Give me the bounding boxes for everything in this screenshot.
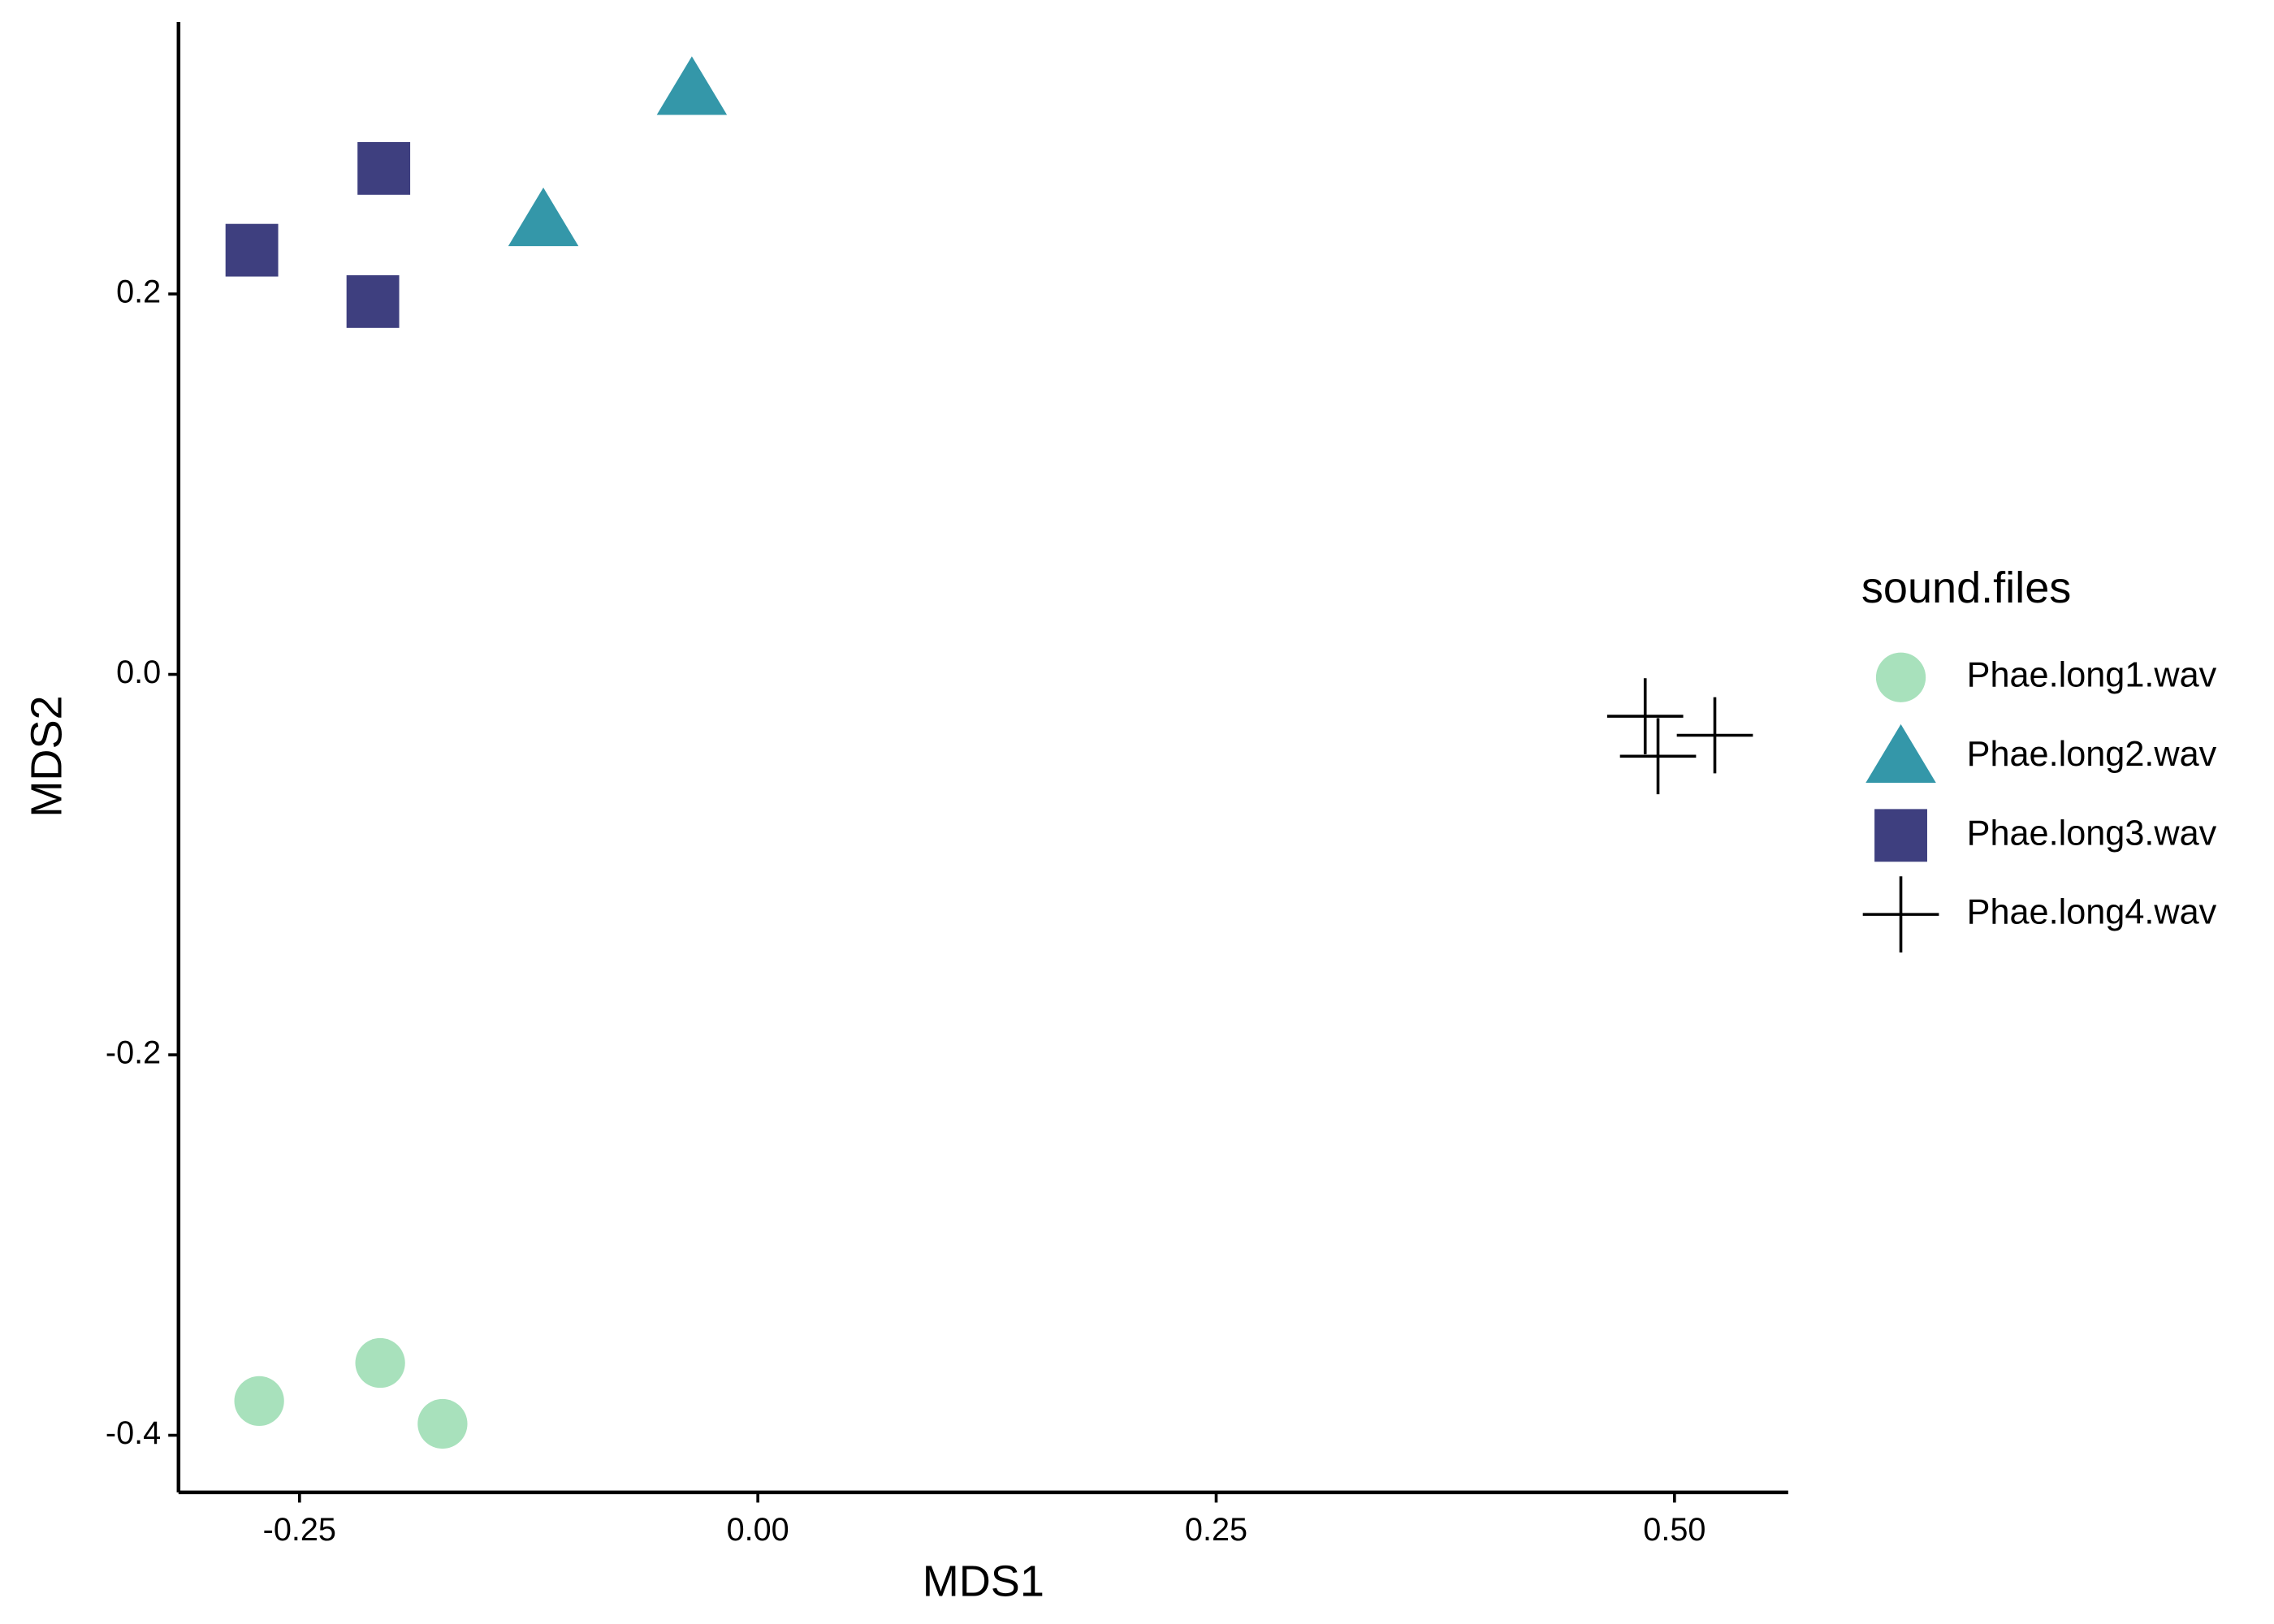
legend-label: Phae.long3.wav [1967, 814, 2217, 853]
x-tick-label: 0.00 [727, 1512, 789, 1548]
point [234, 1376, 284, 1427]
legend-key [1875, 652, 1926, 702]
point [508, 188, 579, 247]
y-tick-label: -0.2 [106, 1035, 161, 1071]
legend-key [1862, 876, 1939, 952]
point [656, 56, 728, 115]
point [355, 1337, 405, 1389]
y-tick-label: 0.0 [116, 654, 161, 690]
x-tick-label: -0.25 [263, 1512, 336, 1548]
point [1619, 718, 1697, 795]
point [225, 223, 279, 277]
legend-title: sound.files [1861, 564, 2071, 612]
legend-key [1874, 809, 1927, 862]
y-tick-label: 0.2 [116, 274, 161, 309]
legend-label: Phae.long1.wav [1967, 656, 2217, 695]
x-tick-label: 0.50 [1643, 1512, 1706, 1548]
point [346, 274, 400, 328]
point [417, 1398, 468, 1449]
y-tick-label: -0.4 [106, 1415, 161, 1451]
legend-label: Phae.long2.wav [1967, 735, 2217, 774]
point [357, 141, 411, 195]
y-axis-title: MDS2 [23, 695, 71, 817]
x-tick-label: 0.25 [1185, 1512, 1247, 1548]
point [1676, 697, 1753, 774]
legend-label: Phae.long4.wav [1967, 893, 2217, 932]
x-axis-title: MDS1 [923, 1557, 1044, 1606]
point [1606, 678, 1684, 754]
legend-key [1865, 723, 1936, 783]
